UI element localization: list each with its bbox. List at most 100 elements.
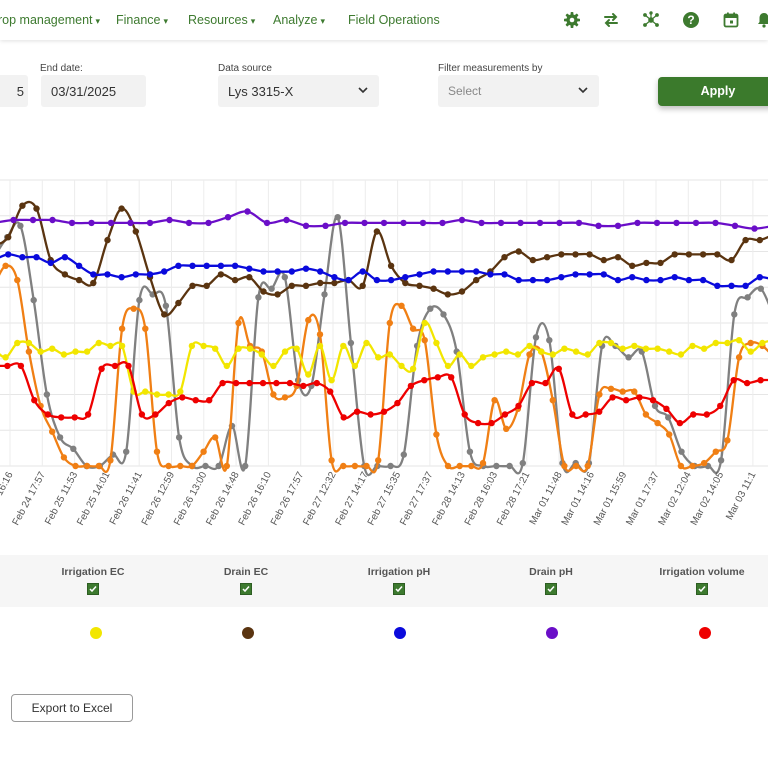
data-point (703, 411, 710, 418)
data-point (2, 354, 9, 361)
data-point (61, 271, 69, 278)
data-point (373, 228, 381, 235)
data-point (231, 262, 239, 269)
data-point (165, 391, 172, 398)
data-point (217, 271, 225, 278)
legend-dot-irrigation-ph (394, 627, 406, 639)
data-point (175, 434, 183, 441)
data-point (742, 236, 749, 244)
end-date-field[interactable]: 03/31/2025 (41, 75, 146, 107)
apply-button[interactable]: Apply (658, 77, 768, 106)
legend-checkbox[interactable] (696, 583, 708, 595)
settings-icon[interactable] (563, 11, 581, 29)
chevron-down-icon: ▾ (320, 16, 326, 26)
nav-analyze[interactable]: Analyze ▾ (273, 13, 325, 27)
nav-resources[interactable]: Resources ▾ (188, 13, 255, 27)
data-point (33, 205, 40, 212)
data-point (448, 374, 455, 381)
data-point (402, 279, 409, 287)
data-point (246, 274, 253, 281)
legend-label: Drain EC (223, 566, 269, 578)
data-point (246, 379, 253, 387)
data-point (501, 271, 508, 278)
data-source-select[interactable]: Lys 3315-X (218, 75, 379, 107)
data-point (427, 305, 434, 312)
legend-checkbox[interactable] (393, 583, 405, 595)
data-point (607, 339, 615, 347)
data-point (692, 219, 700, 227)
data-point (488, 419, 495, 427)
data-point (654, 419, 661, 427)
calendar-icon[interactable] (722, 11, 740, 29)
data-point (515, 276, 522, 284)
export-to-excel-button[interactable]: Export to Excel (11, 694, 133, 722)
legend-checkbox[interactable] (545, 583, 557, 595)
data-point (305, 371, 312, 378)
swap-icon[interactable] (602, 11, 620, 29)
data-point (466, 448, 474, 455)
nav-crop-management[interactable]: rop management ▾ (0, 13, 100, 27)
data-point (189, 282, 196, 289)
data-point (689, 342, 696, 350)
data-point (416, 282, 423, 289)
data-point (519, 459, 526, 467)
top-navigation: rop management ▾ Finance ▾ Resources ▾ Anal… (0, 0, 768, 40)
data-point (88, 219, 95, 227)
x-tick-label: 24 16:16 (0, 470, 16, 510)
data-point (305, 316, 312, 324)
notification-icon[interactable] (755, 11, 768, 29)
data-point (58, 414, 65, 421)
data-point (153, 448, 161, 455)
filter-select[interactable]: Select (438, 75, 599, 107)
data-point (607, 385, 615, 392)
data-point (361, 219, 368, 227)
series-irrigation-volume (0, 361, 768, 427)
data-point (724, 437, 731, 444)
data-point (351, 462, 359, 470)
start-date-field[interactable]: 5 (0, 75, 28, 107)
check-icon (395, 586, 403, 593)
data-point (676, 419, 684, 427)
data-point (479, 354, 487, 361)
network-icon[interactable] (642, 11, 660, 29)
data-point (90, 271, 97, 278)
end-date-value: 03/31/2025 (51, 84, 117, 99)
series-drain-volume (0, 262, 768, 474)
data-point (751, 225, 758, 232)
nav-label: Analyze (273, 13, 318, 27)
data-point (689, 462, 696, 470)
data-point (373, 276, 381, 284)
svg-text:?: ? (687, 13, 694, 27)
filter-label: Filter measurements by (438, 63, 543, 74)
data-point (473, 276, 480, 284)
data-point (142, 325, 149, 332)
data-point (10, 216, 17, 224)
x-tick-label: Feb 26 11:41 (108, 470, 145, 527)
data-point (231, 276, 239, 284)
data-point (478, 219, 485, 227)
data-point (387, 462, 394, 470)
data-point (757, 285, 764, 292)
data-point (260, 268, 267, 275)
data-point (286, 379, 294, 387)
data-point (185, 219, 193, 227)
series-drain-ratio (0, 214, 768, 477)
data-point (444, 362, 452, 370)
nav-finance[interactable]: Finance ▾ (116, 13, 168, 27)
legend-checkbox[interactable] (87, 583, 99, 595)
data-point (353, 408, 361, 415)
data-point (731, 222, 739, 229)
help-icon[interactable]: ? (682, 11, 700, 29)
nav-field-operations[interactable]: Field Operations (348, 13, 440, 27)
data-point (179, 394, 186, 401)
data-point (517, 219, 524, 227)
legend-checkbox[interactable] (240, 583, 252, 595)
data-point (321, 291, 328, 298)
data-point (440, 311, 447, 318)
data-point (543, 276, 551, 284)
data-point (654, 345, 661, 352)
data-point (283, 216, 290, 224)
data-point (501, 254, 508, 261)
nav-label: rop management (0, 13, 93, 27)
